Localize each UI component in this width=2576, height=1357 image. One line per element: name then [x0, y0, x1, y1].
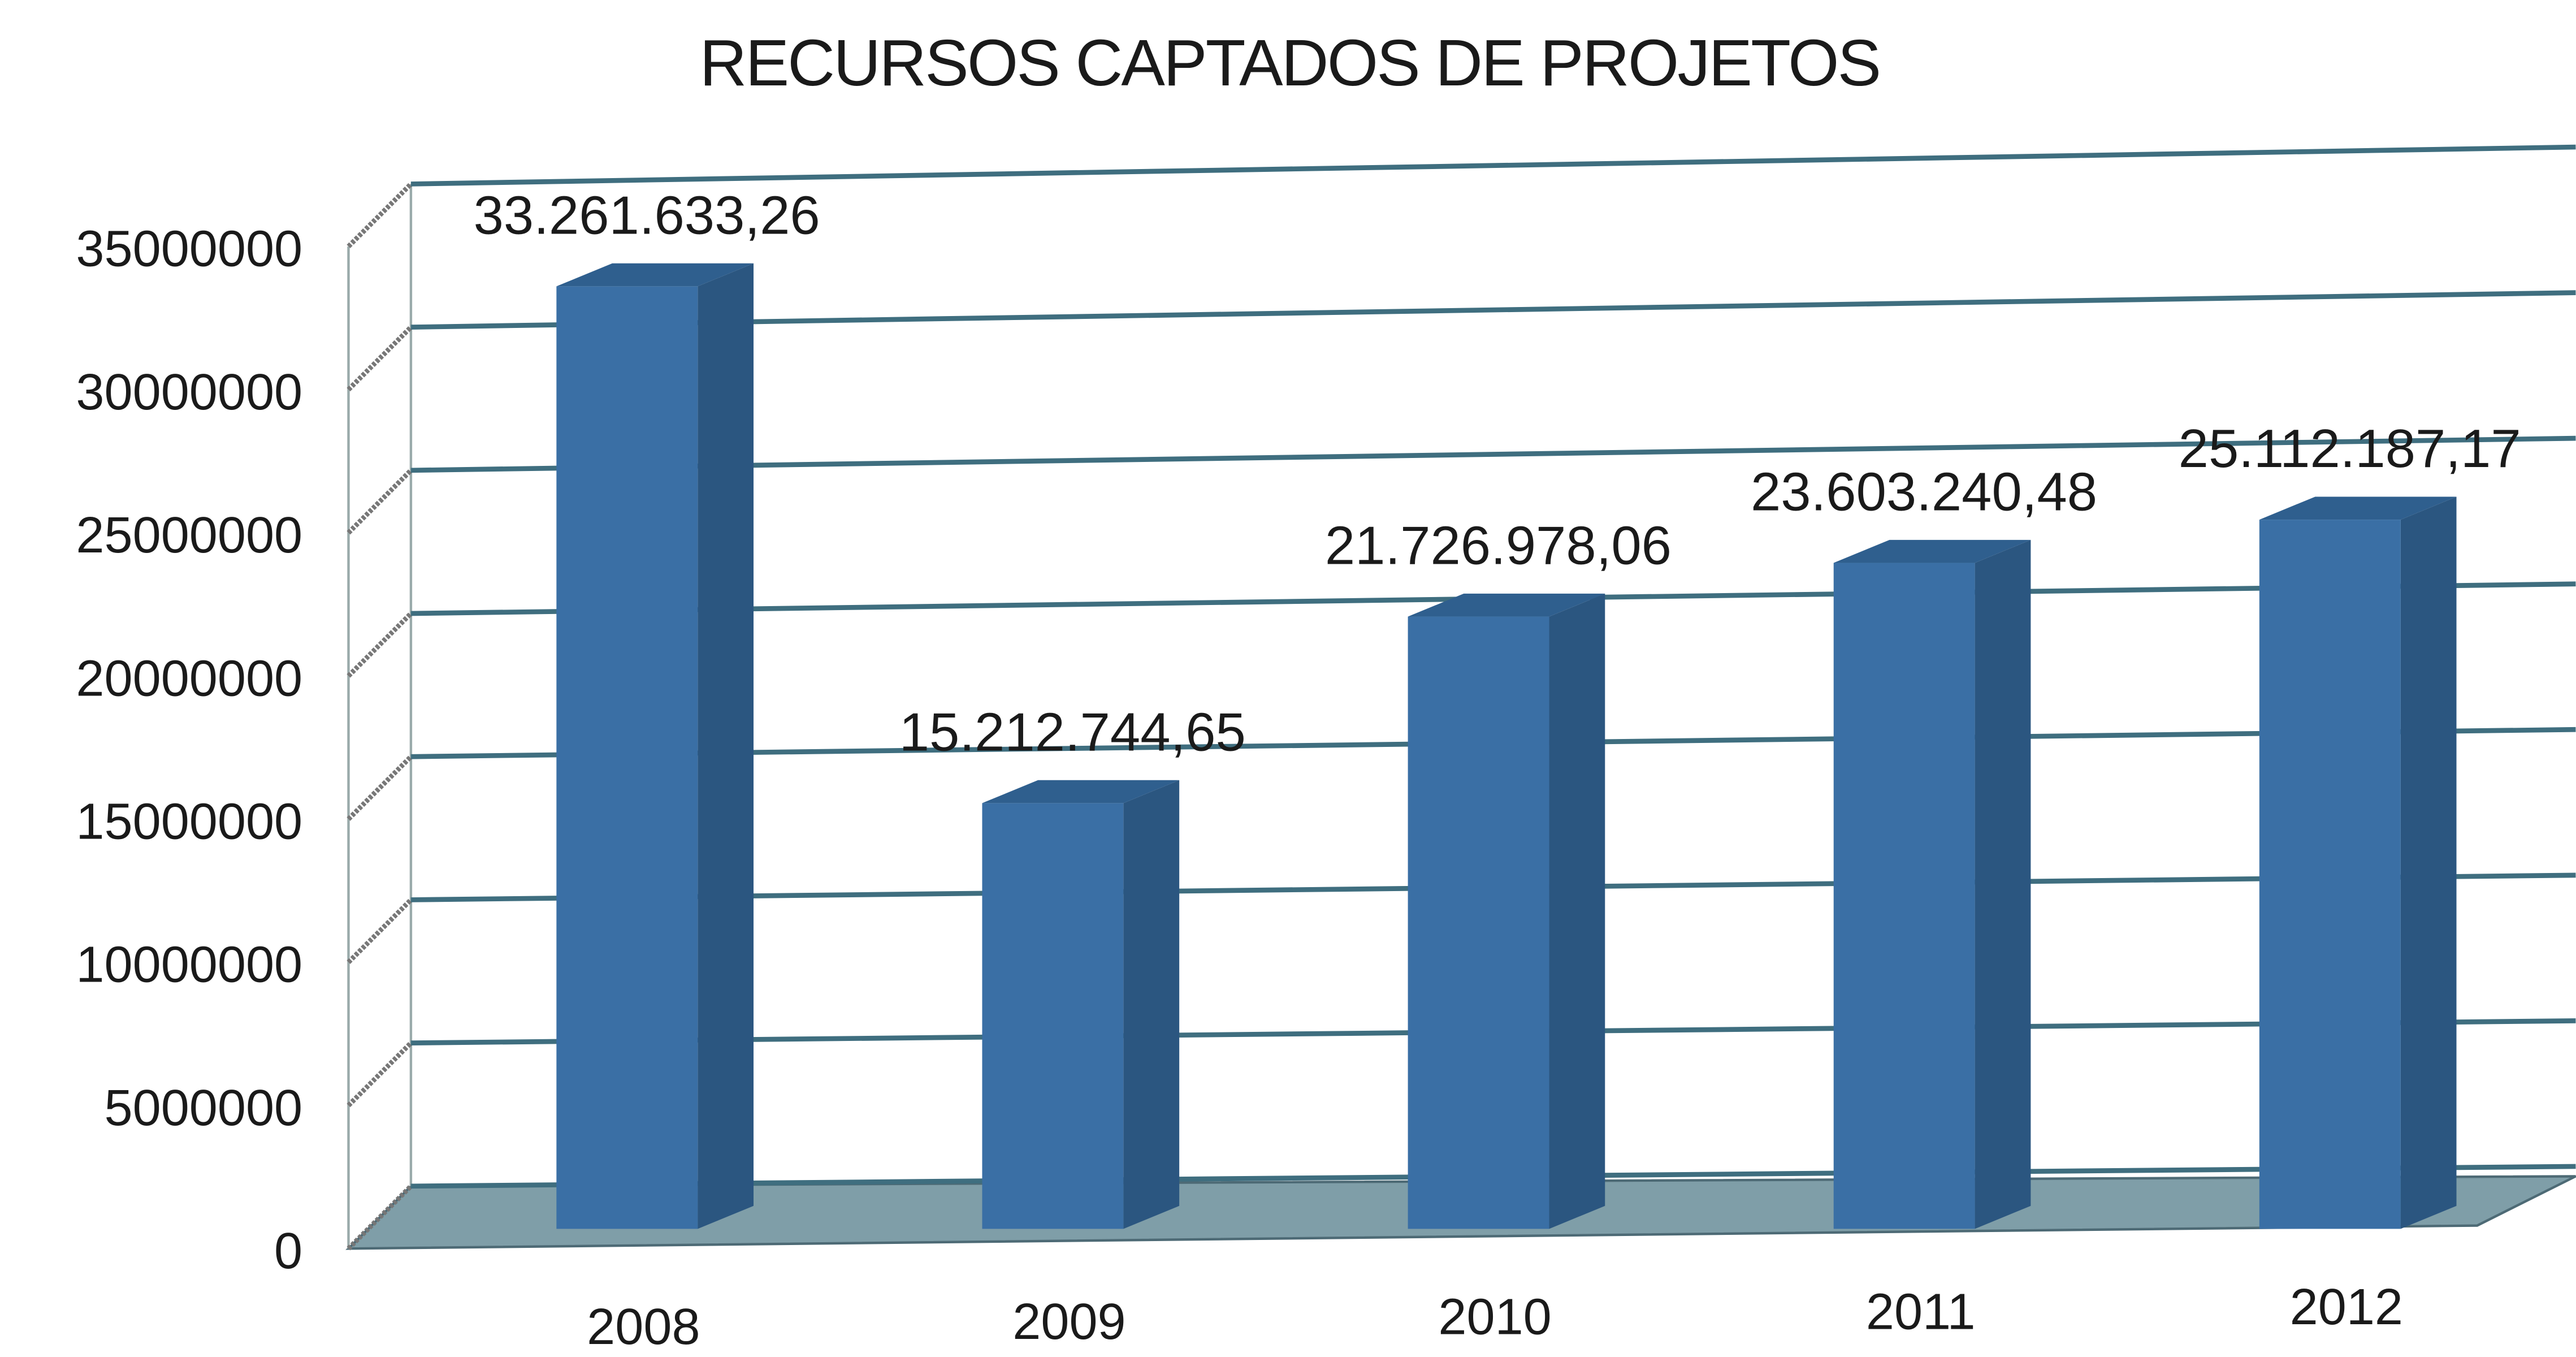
grid-line: [347, 325, 413, 392]
x-tick-label: 2008: [587, 1298, 700, 1355]
y-tick-label: 25000000: [76, 507, 302, 564]
data-label: 33.261.633,26: [474, 185, 820, 245]
grid-line: [347, 755, 413, 821]
bar-side: [1975, 539, 2031, 1229]
bar-top: [1408, 593, 1605, 617]
data-label: 21.726.978,06: [1325, 516, 1672, 576]
grid-line: [347, 1041, 413, 1108]
bar: [982, 803, 1124, 1229]
grid-line: [410, 435, 2576, 473]
bar-top: [2259, 496, 2457, 520]
grid-line: [347, 898, 413, 964]
bar: [1408, 616, 1549, 1229]
bar-side: [1123, 780, 1180, 1229]
x-tick-label: 2009: [1012, 1293, 1125, 1350]
y-tick-label: 5000000: [105, 1079, 303, 1136]
bar: [556, 286, 698, 1229]
bar-top: [1833, 539, 2031, 563]
y-tick-label: 30000000: [76, 364, 302, 421]
grid-line: [347, 611, 413, 678]
x-tick-label: 2010: [1438, 1288, 1551, 1345]
bar-top: [982, 780, 1180, 803]
y-tick-label: 15000000: [76, 793, 302, 850]
chart-title: RECURSOS CAPTADOS DE PROJETOS: [700, 26, 1880, 100]
grid-line: [347, 182, 413, 248]
data-label: 25.112.187,17: [2179, 418, 2521, 479]
bar-top: [556, 263, 754, 287]
bar: [2259, 520, 2401, 1229]
bar-side: [2400, 496, 2457, 1229]
x-tick-label: 2012: [2290, 1278, 2403, 1336]
y-tick-label: 10000000: [76, 936, 302, 993]
bar-side: [698, 263, 754, 1229]
data-label: 15.212.744,65: [899, 702, 1246, 762]
y-tick-label: 20000000: [76, 650, 302, 707]
data-label: 23.603.240,48: [1751, 462, 2097, 522]
grid-line: [347, 468, 413, 535]
bar: [1833, 563, 1975, 1229]
grid-line: [410, 290, 2576, 330]
grid-line: [410, 144, 2576, 187]
y-tick-label: 0: [274, 1222, 302, 1280]
x-tick-label: 2011: [1866, 1283, 1976, 1341]
y-tick-label: 35000000: [76, 221, 302, 278]
bar-side: [1549, 593, 1605, 1229]
